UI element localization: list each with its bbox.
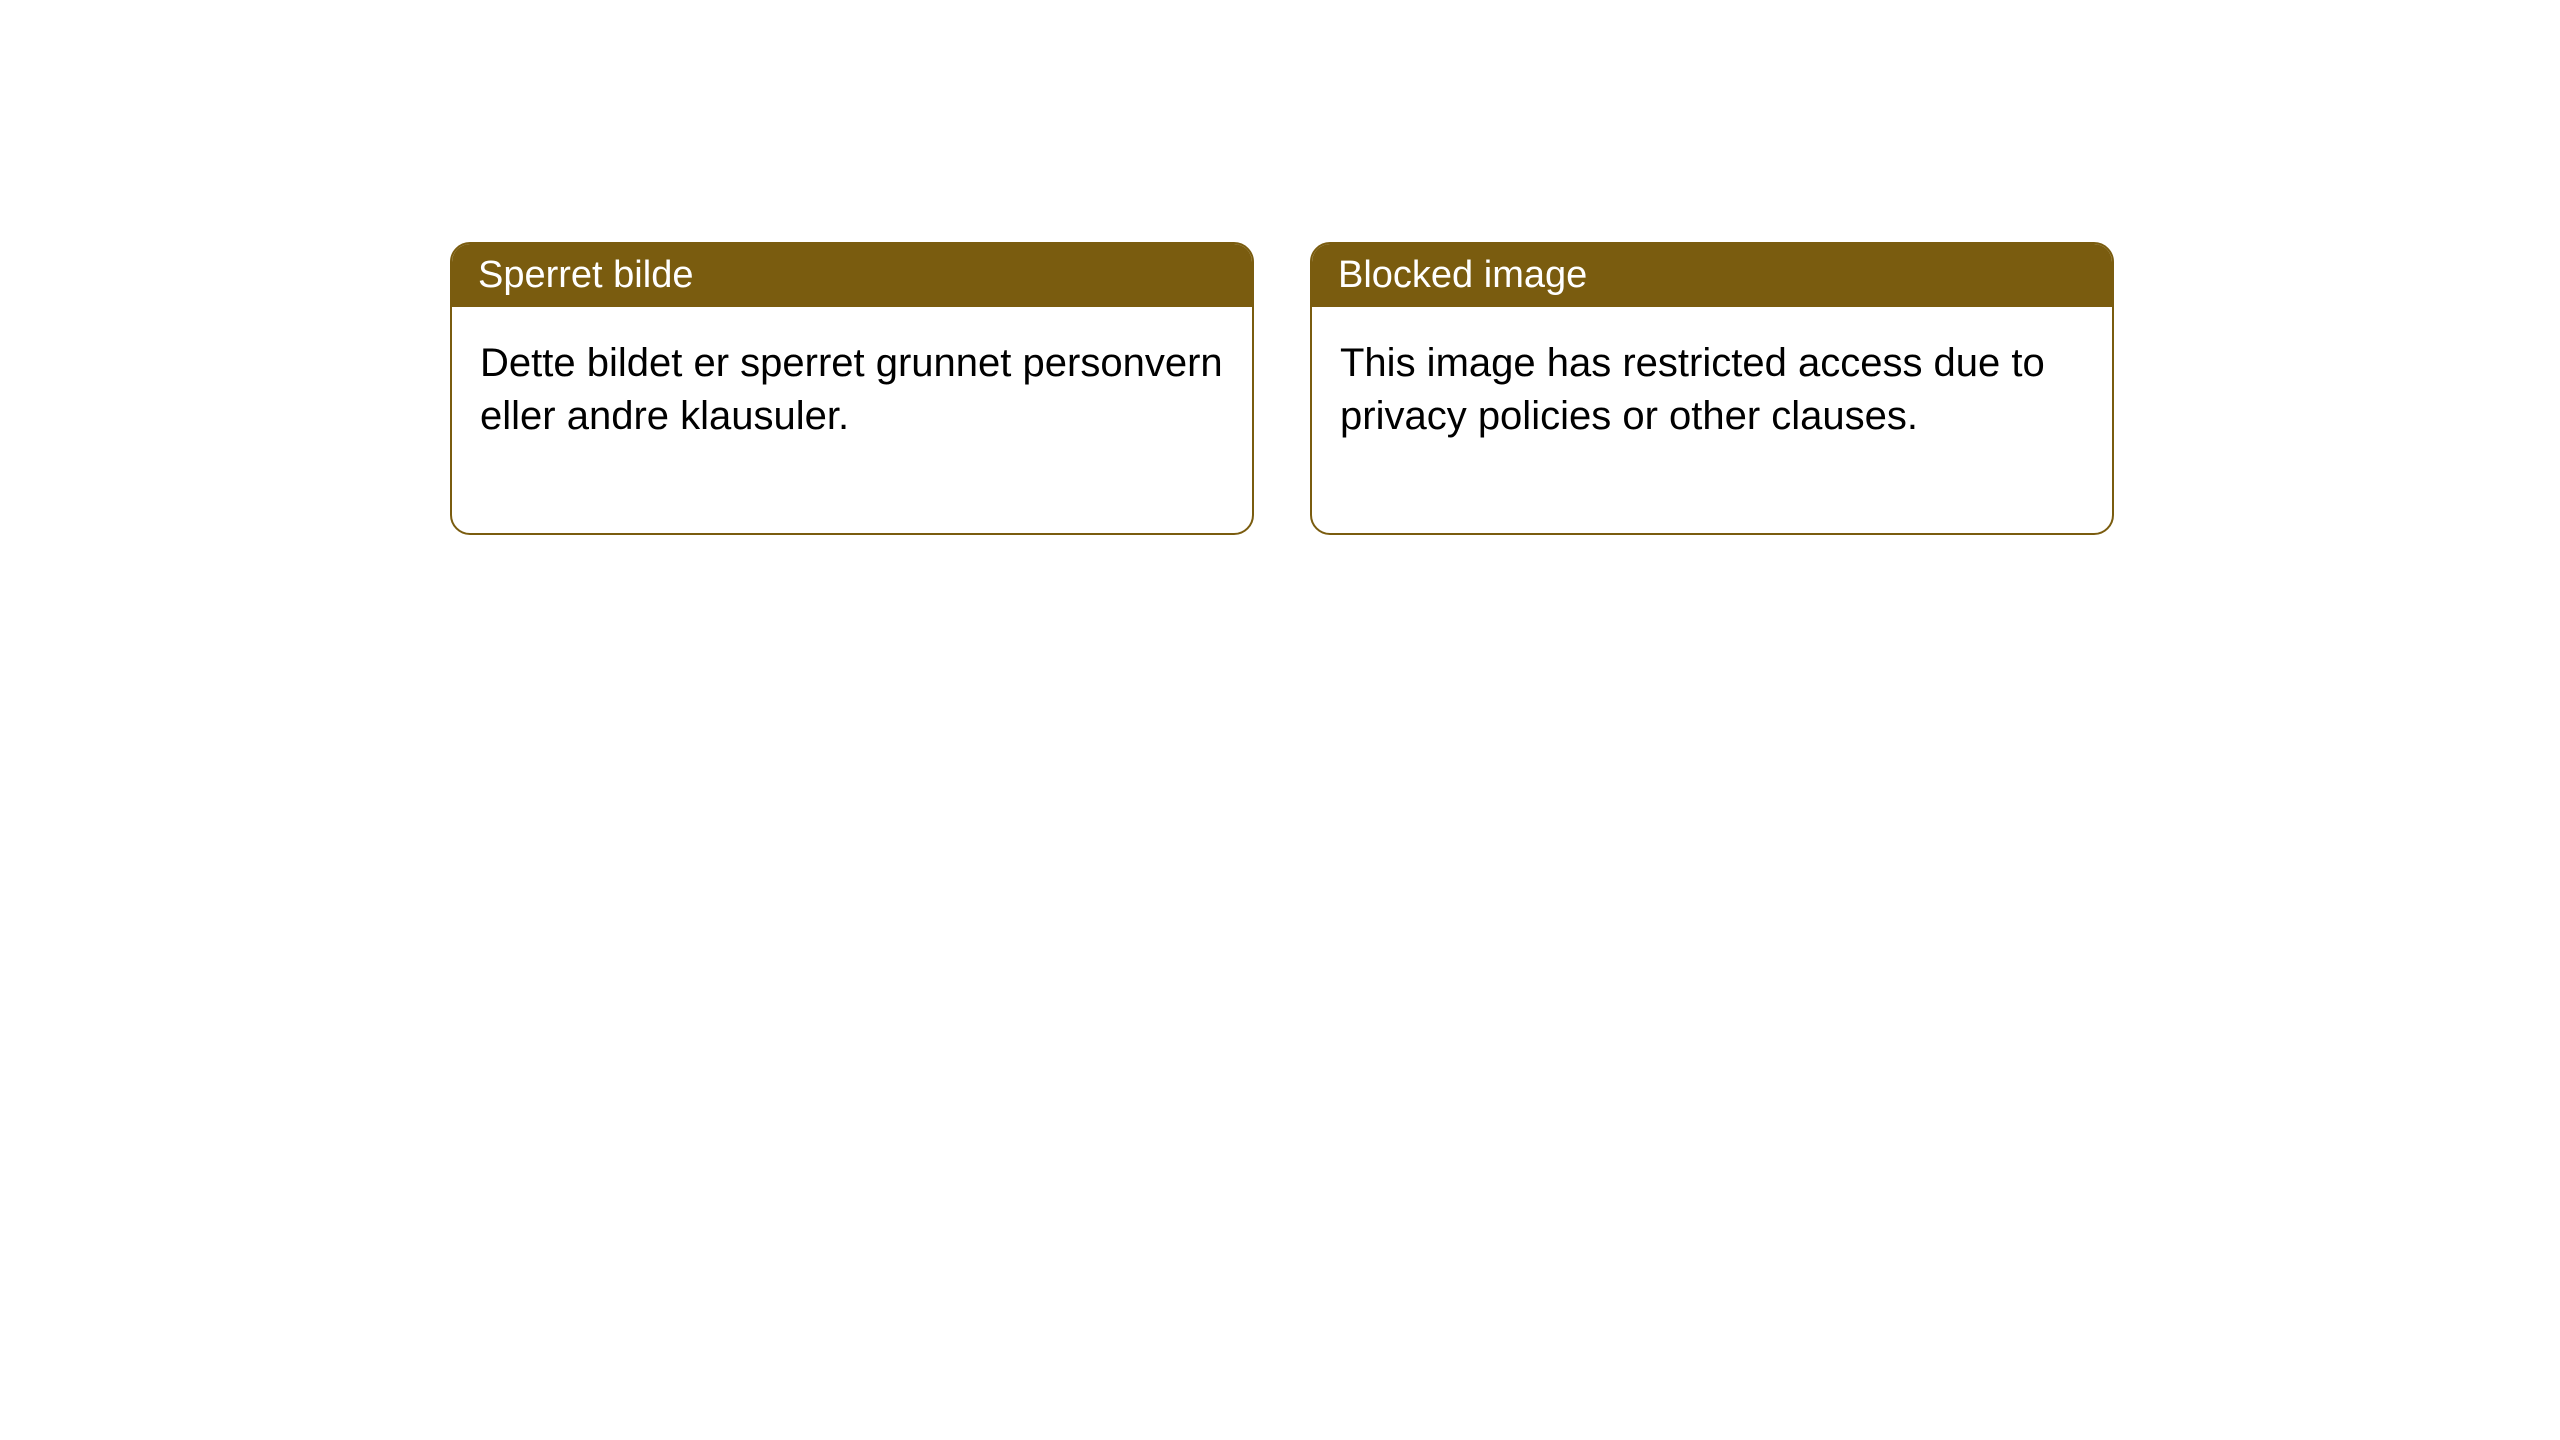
card-header: Sperret bilde: [452, 244, 1252, 307]
notice-card-norwegian: Sperret bilde Dette bildet er sperret gr…: [450, 242, 1254, 535]
card-title: Sperret bilde: [478, 254, 693, 296]
notice-card-english: Blocked image This image has restricted …: [1310, 242, 2114, 535]
card-header: Blocked image: [1312, 244, 2112, 307]
card-title: Blocked image: [1338, 254, 1587, 296]
card-body-text: This image has restricted access due to …: [1340, 341, 2045, 438]
card-body: This image has restricted access due to …: [1312, 307, 2112, 533]
card-body: Dette bildet er sperret grunnet personve…: [452, 307, 1252, 533]
notice-cards-container: Sperret bilde Dette bildet er sperret gr…: [0, 0, 2560, 535]
card-body-text: Dette bildet er sperret grunnet personve…: [480, 341, 1223, 438]
